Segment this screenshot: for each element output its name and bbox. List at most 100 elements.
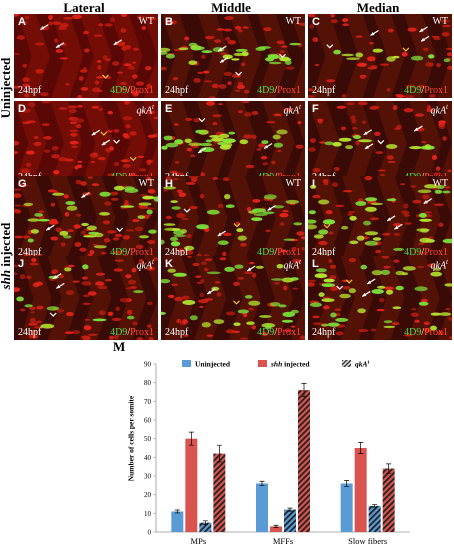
legend-swatch <box>258 360 267 367</box>
y-tick-label: 0 <box>148 529 152 537</box>
arrow-marker-icon <box>219 57 229 64</box>
error-bar <box>202 520 208 525</box>
panel-letter: H <box>165 178 173 190</box>
category-label: MPs <box>191 536 207 546</box>
arrow-marker-icon <box>366 278 376 285</box>
panel-stain-label: 4D9/Prox1 <box>404 85 448 96</box>
arrowhead-marker-icon <box>336 285 344 290</box>
micrograph-panel-d: DqkAt24hpf4D9/Prox1 <box>14 101 158 185</box>
panel-stain-label: 4D9/Prox1 <box>404 247 448 258</box>
arrow-marker-icon <box>91 129 101 136</box>
legend-entry: qkAt <box>342 360 370 369</box>
arrow-marker-icon <box>197 147 207 154</box>
micrograph-image <box>14 176 158 260</box>
stain-red-label: Prox1 <box>277 327 301 338</box>
arrowhead-marker-icon <box>183 208 191 213</box>
bar-chart: Number of cells per somite 0 10 20 30 40 50 60… <box>110 354 420 550</box>
micrograph-image <box>308 101 452 185</box>
stain-separator: / <box>421 327 425 338</box>
arrowhead-marker-icon <box>116 227 124 232</box>
arrowhead-marker-icon <box>402 47 410 52</box>
stain-green-label: 4D9 <box>110 327 128 338</box>
arrow-marker-icon <box>419 26 428 33</box>
bar-mffs-series-3 <box>298 390 310 532</box>
arrow-marker-icon <box>206 288 216 295</box>
panel-genotype: WT <box>285 178 301 189</box>
stain-red-label: Prox1 <box>130 85 154 96</box>
legend-label: shh injected <box>270 360 310 369</box>
error-bar <box>344 480 350 487</box>
arrow-marker-icon <box>81 192 90 199</box>
stain-red-label: Prox1 <box>424 85 448 96</box>
panel-stain-label: 4D9/Prox1 <box>404 327 448 338</box>
column-header-median: Median <box>356 0 400 15</box>
stain-separator: / <box>274 247 278 258</box>
panel-stain-label: 4D9/Prox1 <box>110 247 154 258</box>
arrow-marker-icon <box>370 29 379 37</box>
arrowhead-marker-icon <box>113 139 120 144</box>
arrowhead-marker-icon <box>377 140 385 145</box>
arrowhead-marker-icon <box>326 44 334 49</box>
error-bar <box>372 504 378 508</box>
arrowhead-marker-icon <box>49 312 57 317</box>
gene-name: shh <box>0 269 13 290</box>
legend-label: Uninjected <box>195 360 231 369</box>
micrograph-image <box>14 101 158 185</box>
bar-mffs-series-2 <box>284 509 296 532</box>
micrograph-image <box>308 256 452 340</box>
arrow-marker-icon <box>420 35 430 42</box>
arrowhead-marker-icon <box>198 117 206 123</box>
arrowhead-marker-icon <box>102 74 109 79</box>
panel-genotype: qkAt <box>136 258 155 272</box>
arrow-marker-icon <box>56 282 65 289</box>
genotype-superscript: t <box>446 258 448 266</box>
micrograph-image <box>161 101 305 185</box>
panel-genotype: WT <box>432 16 448 27</box>
panel-genotype: WT <box>432 178 448 189</box>
panel-timepoint: 24hpf <box>165 85 189 96</box>
row-label-suffix: injected <box>0 222 13 267</box>
panel-letter: J <box>18 258 25 270</box>
bar-mffs-series-0 <box>256 483 268 532</box>
column-header-middle: Middle <box>211 0 251 15</box>
genotype-superscript: t <box>299 103 301 111</box>
stain-green-label: 4D9 <box>404 85 422 96</box>
bar-mps-series-1 <box>185 438 198 532</box>
panel-timepoint: 24hpf <box>18 85 42 96</box>
panel-genotype: qkAt <box>283 258 302 272</box>
panel-timepoint: 24hpf <box>312 327 336 338</box>
error-bar <box>301 383 307 398</box>
arrowhead-marker-icon <box>235 71 242 77</box>
arrow-marker-icon <box>40 24 49 31</box>
panel-timepoint: 24hpf <box>312 85 336 96</box>
stain-separator: / <box>421 247 425 258</box>
panel-letter: D <box>18 103 26 115</box>
arrow-marker-icon <box>267 204 276 211</box>
stain-green-label: 4D9 <box>110 247 128 258</box>
micrograph-panel-c: C WT 24hpf 4D9/Prox1 <box>308 14 452 98</box>
arrow-marker-icon <box>101 139 111 146</box>
panel-timepoint: 24hpf <box>312 247 336 258</box>
arrow-marker-icon <box>55 42 65 49</box>
genotype-superscript: t <box>152 103 154 111</box>
panel-letter: E <box>165 103 173 115</box>
arrow-marker-icon <box>363 129 372 136</box>
arrow-marker-icon <box>52 273 62 280</box>
arrow-marker-icon <box>423 198 433 205</box>
arrowhead-marker-icon <box>278 53 286 59</box>
panel-genotype: WT <box>285 16 301 27</box>
stain-red-label: Prox1 <box>277 247 301 258</box>
panel-genotype: qkAt <box>136 103 155 117</box>
stain-separator: / <box>274 85 278 96</box>
panel-letter: A <box>18 16 26 28</box>
micrograph-panel-i: I WT 24hpf 4D9/Prox1 <box>308 176 452 260</box>
genotype-superscript: t <box>152 258 154 266</box>
panel-genotype: qkAt <box>283 103 302 117</box>
chart-canvas: 0 10 20 30 40 50 60 70 80 90 MPs MFFs Slow fibers Uni… <box>144 360 410 546</box>
y-tick-label: 30 <box>144 473 152 481</box>
panel-genotype: qkAt <box>430 103 449 117</box>
legend-swatch <box>182 360 191 367</box>
panel-letter: G <box>18 178 27 190</box>
arrow-marker-icon <box>364 143 374 150</box>
y-tick-label: 20 <box>144 491 152 499</box>
